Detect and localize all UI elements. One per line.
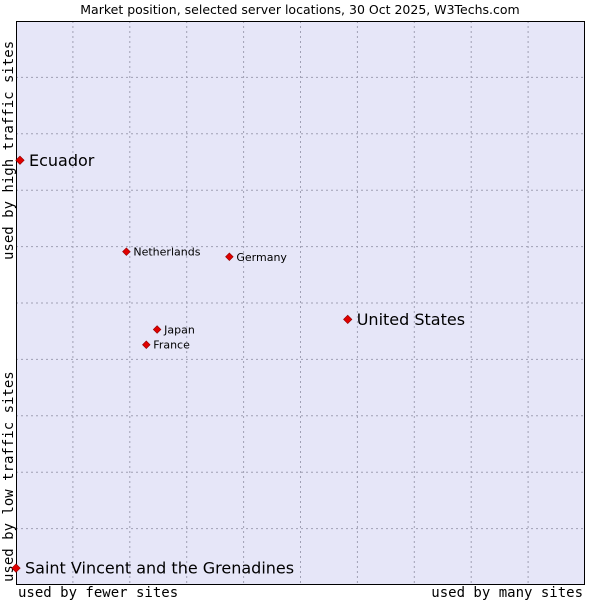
data-point-germany: Germany <box>225 251 287 264</box>
data-point-saint-vincent-and-the-grenadines: Saint Vincent and the Grenadines <box>11 559 294 578</box>
data-points: Ecuador Netherlands Germany United States Ja… <box>11 151 465 578</box>
point-marker <box>152 325 162 334</box>
chart-title: Market position, selected server locatio… <box>80 2 519 17</box>
point-marker <box>122 247 131 256</box>
grid-lines <box>16 21 585 585</box>
point-marker <box>142 340 151 349</box>
x-axis-label-low: used by fewer sites <box>18 585 178 600</box>
x-axis-label-high: used by many sites <box>431 585 583 600</box>
data-point-netherlands: Netherlands <box>122 246 201 259</box>
point-label: Germany <box>236 251 287 264</box>
data-point-ecuador: Ecuador <box>15 151 95 170</box>
y-axis-label-low: used by low traffic sites <box>1 371 17 582</box>
point-label: Japan <box>163 324 195 337</box>
data-point-japan: Japan <box>152 324 195 337</box>
point-label: France <box>153 339 190 352</box>
data-point-france: France <box>142 339 190 352</box>
point-label: United States <box>357 310 465 329</box>
point-marker <box>343 314 353 324</box>
point-label: Saint Vincent and the Grenadines <box>25 559 294 578</box>
point-label: Netherlands <box>133 246 200 259</box>
y-axis-label-high: used by high traffic sites <box>1 41 17 260</box>
data-point-united-states: United States <box>343 310 465 329</box>
plot-frame <box>16 21 585 585</box>
point-marker <box>11 563 21 573</box>
point-label: Ecuador <box>29 151 95 170</box>
point-marker <box>225 252 234 261</box>
point-marker <box>15 155 25 165</box>
